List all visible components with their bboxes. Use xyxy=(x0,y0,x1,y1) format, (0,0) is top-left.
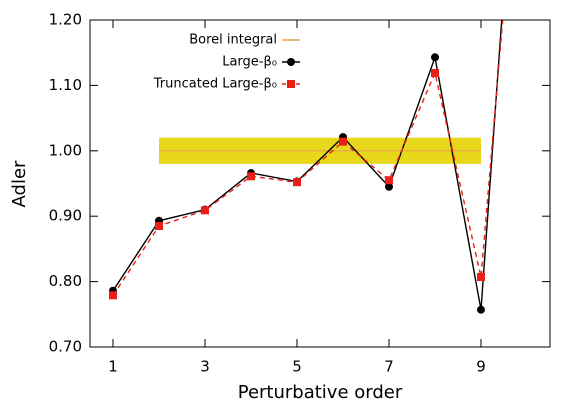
legend-marker xyxy=(287,80,295,88)
x-tick-label: 3 xyxy=(200,358,210,376)
point xyxy=(477,273,485,282)
point xyxy=(201,206,209,215)
point xyxy=(247,172,255,181)
y-tick-label: 1.20 xyxy=(49,11,82,29)
legend-label: Large-β₀ xyxy=(222,55,277,70)
x-tick-label: 5 xyxy=(292,358,302,376)
point xyxy=(385,176,393,185)
point xyxy=(431,68,439,77)
y-tick-label: 0.80 xyxy=(49,272,82,290)
point xyxy=(339,137,347,146)
point xyxy=(293,178,301,187)
y-axis-label: Adler xyxy=(9,160,30,207)
y-tick-label: 0.90 xyxy=(49,207,82,225)
y-tick-label: 1.00 xyxy=(49,141,82,159)
legend-label: Truncated Large-β₀ xyxy=(153,77,277,92)
point xyxy=(431,53,439,62)
series-line xyxy=(112,20,503,310)
x-tick-label: 9 xyxy=(476,358,486,376)
x-tick-label: 1 xyxy=(108,358,118,376)
point xyxy=(109,291,117,300)
x-tick-label: 7 xyxy=(384,358,394,376)
y-tick-label: 0.70 xyxy=(49,338,82,356)
legend-label: Borel integral xyxy=(189,33,277,48)
point xyxy=(477,305,485,314)
legend-marker xyxy=(287,58,295,66)
x-axis-label: Perturbative order xyxy=(238,382,403,403)
point xyxy=(385,182,393,191)
plot-area xyxy=(109,20,504,314)
plot-frame xyxy=(89,19,551,348)
point xyxy=(155,222,163,231)
y-tick-label: 1.10 xyxy=(49,76,82,94)
series-line xyxy=(112,20,504,296)
